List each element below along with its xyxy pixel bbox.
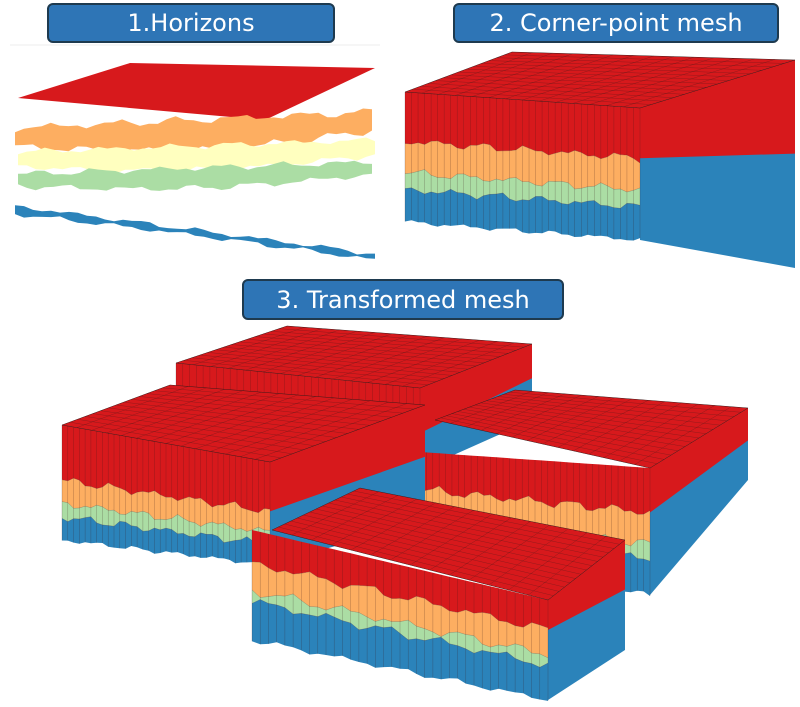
corner-point-mesh-title: 2. Corner-point mesh <box>453 3 779 43</box>
corner-point-mesh-panel <box>404 51 796 268</box>
horizons-title: 1.Horizons <box>47 3 335 43</box>
horizon-blue <box>15 205 375 259</box>
mesh-side <box>650 408 748 513</box>
mesh-side <box>420 344 532 434</box>
mesh-side <box>548 540 625 630</box>
transformed-block-front <box>251 487 626 701</box>
transformed-block-left <box>61 384 426 567</box>
horizon-green <box>18 160 372 191</box>
transformed-mesh-title: 3. Transformed mesh <box>242 279 564 320</box>
mesh-side <box>270 405 425 512</box>
horizon-red <box>18 63 375 120</box>
horizons-panel <box>10 44 380 259</box>
transformed-mesh-panel <box>61 325 749 701</box>
corner-point-mesh-block <box>404 51 796 268</box>
horizon-orange <box>15 108 372 155</box>
mesh-side <box>640 60 795 159</box>
